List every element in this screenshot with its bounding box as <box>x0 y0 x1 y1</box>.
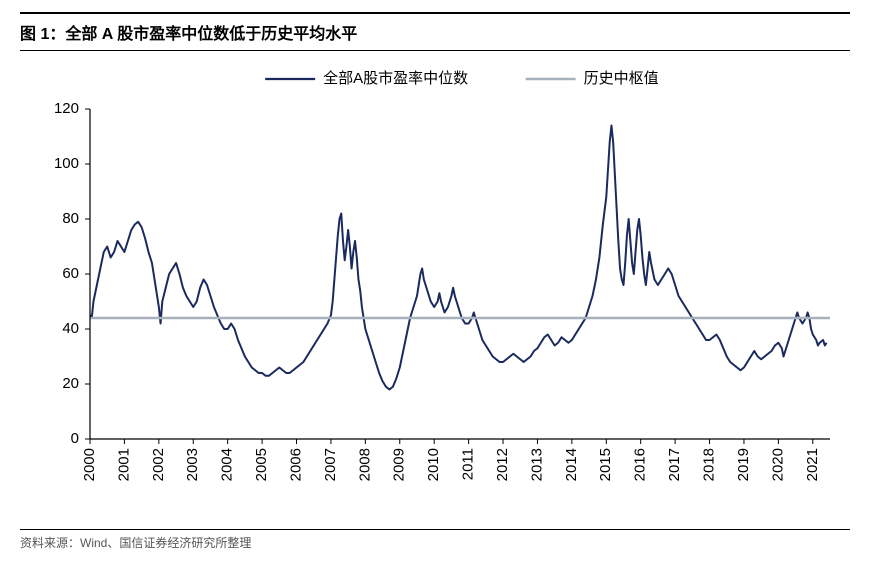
y-tick-label: 0 <box>71 430 79 447</box>
x-tick-label: 2018 <box>701 448 718 481</box>
x-tick-label: 2019 <box>735 448 752 481</box>
x-tick-label: 2021 <box>804 448 821 481</box>
x-tick-label: 2014 <box>563 448 580 481</box>
x-tick-label: 2012 <box>494 448 511 481</box>
x-tick-label: 2007 <box>322 448 339 481</box>
title-prefix: 图 1： <box>20 26 65 43</box>
y-tick-label: 100 <box>54 155 79 172</box>
x-tick-label: 2017 <box>666 448 683 481</box>
x-tick-label: 2003 <box>184 448 201 481</box>
line-chart: 0 20 40 60 80 100 120 2000 2001 2002 2003 2004 2005 2… <box>20 59 850 529</box>
x-tick-label: 2020 <box>769 448 786 481</box>
chart-container: 0 20 40 60 80 100 120 2000 2001 2002 2003 2004 2005 2… <box>20 59 850 529</box>
x-tick-label: 2016 <box>632 448 649 481</box>
x-tick-label: 2006 <box>287 448 304 481</box>
x-tick-label: 2002 <box>150 448 167 481</box>
y-tick-label: 80 <box>62 210 79 227</box>
x-tick-label: 2005 <box>253 448 270 481</box>
x-tick-label: 2008 <box>356 448 373 481</box>
x-tick-label: 2009 <box>391 448 408 481</box>
x-tick-label: 2000 <box>81 448 98 481</box>
data-source: 资料来源：Wind、国信证券经济研究所整理 <box>20 529 850 551</box>
x-tick-label: 2010 <box>425 448 442 481</box>
y-tick-label: 120 <box>54 100 79 117</box>
figure-title: 图 1：全部 A 股市盈率中位数低于历史平均水平 <box>20 12 850 51</box>
title-text: 全部 A 股市盈率中位数低于历史平均水平 <box>65 26 357 43</box>
y-tick-label: 20 <box>62 375 79 392</box>
x-tick-label: 2013 <box>528 448 545 481</box>
legend-label: 历史中枢值 <box>584 70 659 87</box>
x-tick-label: 2011 <box>460 448 477 480</box>
y-tick-label: 60 <box>62 265 79 282</box>
x-tick-label: 2001 <box>115 448 132 481</box>
legend-label: 全部A股市盈率中位数 <box>323 69 468 87</box>
x-tick-label: 2015 <box>597 448 614 481</box>
y-tick-label: 40 <box>62 320 79 337</box>
x-tick-label: 2004 <box>219 448 236 481</box>
